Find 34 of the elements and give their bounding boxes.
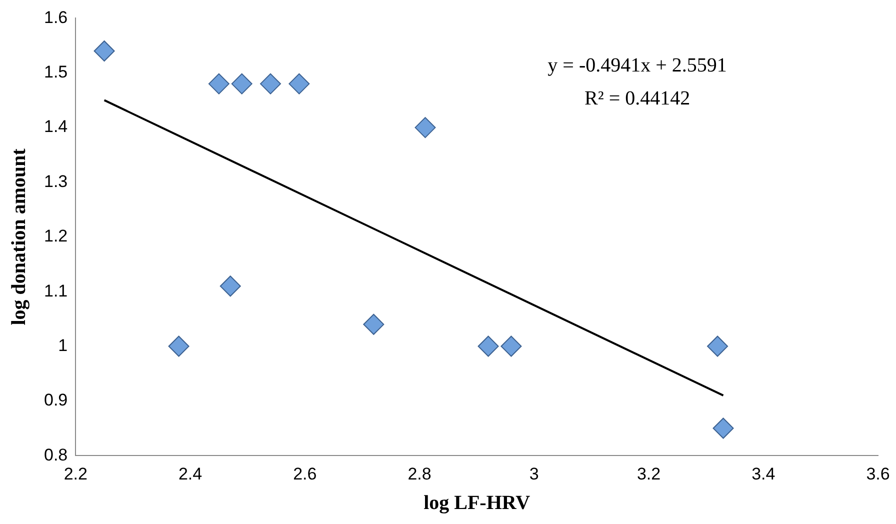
y-tick-label: 1.3 bbox=[44, 172, 68, 191]
y-tick-label: 1.5 bbox=[44, 62, 68, 82]
x-axis-title: log LF-HRV bbox=[424, 492, 531, 514]
x-tick-label: 3.6 bbox=[866, 464, 890, 484]
x-tick-label: 2.6 bbox=[293, 464, 317, 484]
y-tick-label: 1.2 bbox=[44, 226, 68, 246]
y-tick-label: 1.4 bbox=[44, 117, 68, 136]
point bbox=[220, 276, 241, 297]
point bbox=[168, 336, 190, 357]
y-tick-label: 0.9 bbox=[44, 390, 68, 410]
x-tick-label: 3.2 bbox=[636, 464, 661, 484]
y-axis-title: log donation amount bbox=[8, 148, 30, 326]
point bbox=[208, 73, 230, 94]
point bbox=[363, 314, 384, 335]
annotation: R² = 0.44142 bbox=[584, 87, 690, 110]
point bbox=[288, 73, 310, 94]
y-tick-label: 0.8 bbox=[44, 445, 68, 464]
x-tick-label: 3 bbox=[529, 464, 539, 484]
y-tick-label: 1 bbox=[58, 336, 68, 355]
annotation: y = -0.4941x + 2.5591 bbox=[548, 54, 727, 76]
y-tick-label: 1.6 bbox=[44, 8, 68, 27]
x-tick-label: 2.8 bbox=[408, 464, 432, 484]
point bbox=[707, 336, 728, 357]
point bbox=[500, 336, 522, 357]
point bbox=[260, 73, 281, 94]
x-tick-label: 2.2 bbox=[64, 464, 88, 484]
point bbox=[94, 40, 115, 62]
x-tick-label: 2.4 bbox=[178, 464, 202, 484]
point bbox=[414, 117, 436, 138]
point bbox=[478, 336, 499, 357]
point bbox=[712, 418, 734, 439]
point bbox=[231, 73, 252, 94]
y-tick-label: 1.1 bbox=[44, 281, 68, 300]
x-tick-label: 3.4 bbox=[752, 464, 776, 484]
